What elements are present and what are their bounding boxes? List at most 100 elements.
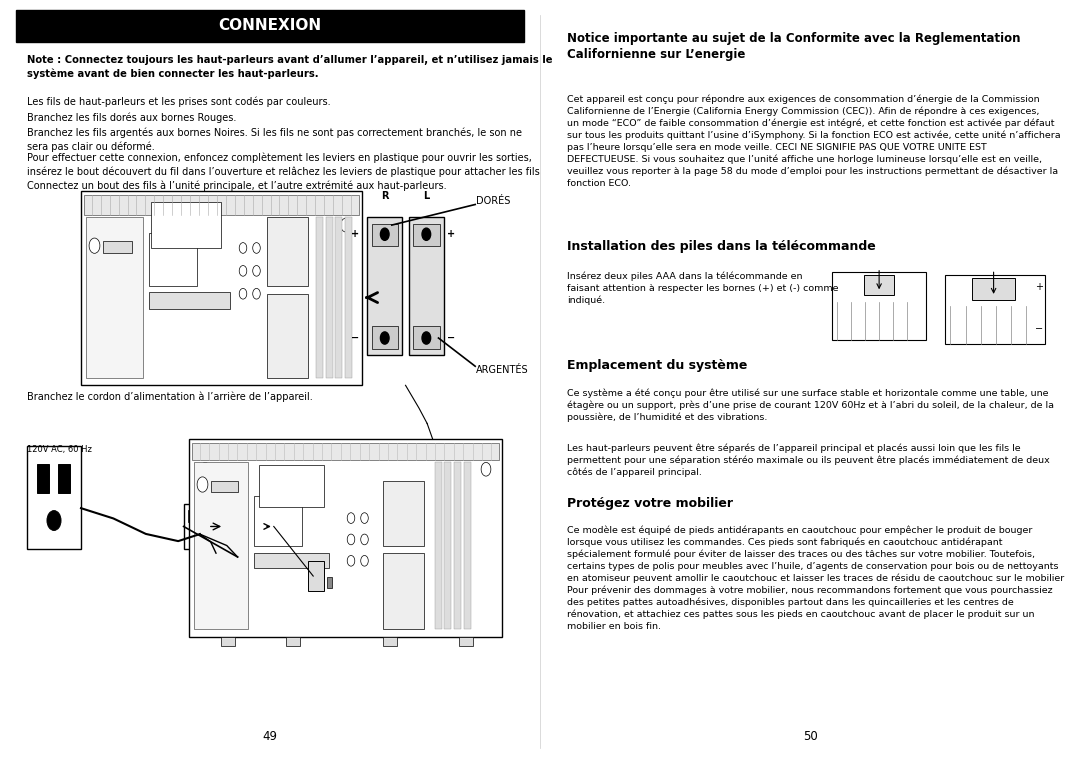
Bar (326, 217, 333, 378)
Text: Insérez deux piles AAA dans la télécommande en
faisant attention à respecter les: Insérez deux piles AAA dans la télécomma… (567, 272, 838, 304)
Bar (372, 224, 399, 246)
Bar (346, 217, 352, 378)
Circle shape (239, 288, 246, 299)
Bar (832, 272, 927, 340)
Text: CONNEXION: CONNEXION (218, 18, 322, 34)
Circle shape (380, 228, 389, 240)
Text: Pour effectuer cette connexion, enfoncez complètement les leviers en plastique p: Pour effectuer cette connexion, enfoncez… (27, 153, 540, 191)
Bar (81, 191, 362, 385)
Bar (27, 446, 81, 549)
Bar (454, 462, 461, 629)
Text: −: − (1036, 324, 1043, 334)
Text: +: + (1036, 282, 1043, 292)
Text: Note : Connectez toujours les haut-parleurs avant d’allumer l’appareil, et n’uti: Note : Connectez toujours les haut-parle… (27, 55, 553, 79)
Circle shape (361, 513, 368, 523)
Circle shape (244, 534, 249, 542)
Circle shape (361, 555, 368, 566)
Text: Ce modèle est équipé de pieds antidérapants en caoutchouc pour empêcher le produ: Ce modèle est équipé de pieds antidérapa… (567, 526, 1064, 631)
Bar (367, 217, 403, 355)
Circle shape (422, 332, 431, 344)
Bar (84, 195, 359, 215)
Circle shape (253, 266, 260, 276)
Text: −: − (447, 333, 455, 343)
Text: Cet appareil est conçu pour répondre aux exigences de consommation d’énergie de : Cet appareil est conçu pour répondre aux… (567, 95, 1061, 188)
Circle shape (48, 510, 60, 530)
Circle shape (361, 534, 368, 545)
Bar (434, 462, 442, 629)
Bar (326, 577, 333, 588)
Bar (149, 292, 229, 309)
Bar (37, 464, 49, 493)
Text: ARGENTÉS: ARGENTÉS (476, 365, 529, 375)
Text: L: L (423, 191, 430, 201)
Text: Les fils de haut-parleurs et les prises sont codés par couleurs.: Les fils de haut-parleurs et les prises … (27, 97, 330, 108)
Bar (16, 10, 524, 42)
Text: −: − (351, 333, 359, 343)
Bar (268, 294, 308, 378)
Bar (445, 462, 451, 629)
Circle shape (239, 243, 246, 253)
Bar (194, 462, 248, 629)
Circle shape (197, 477, 207, 492)
Bar (268, 217, 308, 286)
Circle shape (380, 332, 389, 344)
Text: Branchez les fils dorés aux bornes Rouges.: Branchez les fils dorés aux bornes Rouge… (27, 112, 237, 123)
Text: Emplacement du système: Emplacement du système (567, 359, 747, 372)
Circle shape (481, 462, 490, 476)
Circle shape (239, 266, 246, 276)
Circle shape (89, 238, 100, 253)
Text: Branchez le cordon d’alimentation à l’arrière de l’appareil.: Branchez le cordon d’alimentation à l’ar… (27, 391, 313, 402)
Bar (189, 439, 502, 637)
Text: 120V AC, 60 Hz: 120V AC, 60 Hz (27, 445, 92, 454)
Bar (254, 496, 302, 546)
Circle shape (341, 218, 351, 232)
Bar (149, 233, 197, 286)
Bar (58, 464, 70, 493)
Bar (372, 326, 399, 349)
Bar (414, 326, 440, 349)
Circle shape (253, 243, 260, 253)
Bar (409, 217, 444, 355)
Bar (864, 275, 894, 295)
Bar (86, 217, 144, 378)
Circle shape (348, 534, 354, 545)
Text: 50: 50 (802, 729, 818, 743)
Bar (192, 443, 499, 460)
Circle shape (191, 530, 200, 542)
Text: R: R (381, 191, 389, 201)
Circle shape (422, 228, 431, 240)
Text: DORÉS: DORÉS (476, 195, 511, 206)
Circle shape (348, 513, 354, 523)
Text: Installation des piles dans la télécommande: Installation des piles dans la télécomma… (567, 240, 876, 253)
Bar (335, 217, 342, 378)
Bar (286, 637, 300, 646)
Bar (459, 637, 473, 646)
Bar (211, 481, 238, 492)
Text: Ce système a été conçu pour être utilisé sur une surface stable et horizontale c: Ce système a été conçu pour être utilisé… (567, 388, 1054, 422)
Text: +: + (447, 229, 455, 240)
Bar (184, 504, 207, 549)
Circle shape (200, 462, 210, 476)
Bar (103, 241, 132, 253)
Bar (198, 510, 203, 522)
Bar (248, 519, 253, 533)
Circle shape (229, 502, 265, 551)
Bar (383, 553, 423, 629)
Bar (259, 465, 324, 507)
Text: 49: 49 (262, 729, 278, 743)
Bar (945, 275, 1045, 344)
Bar (383, 637, 397, 646)
Bar (414, 224, 440, 246)
Text: Protégez votre mobilier: Protégez votre mobilier (567, 497, 733, 510)
Bar (308, 561, 324, 591)
Bar (464, 462, 471, 629)
Bar (151, 202, 221, 248)
Bar (383, 481, 423, 546)
Bar (221, 637, 235, 646)
Text: Les haut-parleurs peuvent être séparés de l’appareil principal et placés aussi l: Les haut-parleurs peuvent être séparés d… (567, 443, 1050, 477)
Text: Branchez les fils argentés aux bornes Noires. Si les fils ne sont pas correcteme: Branchez les fils argentés aux bornes No… (27, 127, 522, 152)
Text: Notice importante au sujet de la Conformite avec la Reglementation
Californienne: Notice importante au sujet de la Conform… (567, 32, 1021, 61)
Circle shape (253, 288, 260, 299)
Bar (254, 553, 329, 568)
Bar (241, 519, 245, 533)
